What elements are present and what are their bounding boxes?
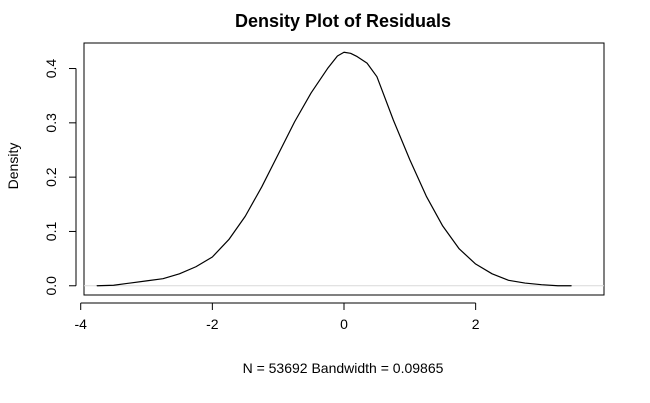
y-tick-label: 0.2 (43, 167, 59, 187)
y-tick-label: 0.1 (43, 222, 59, 242)
x-axis: -4 -2 0 2 (74, 302, 480, 332)
x-tick-label: 0 (340, 316, 348, 332)
chart-title: Density Plot of Residuals (235, 11, 451, 31)
x-axis-label: N = 53692 Bandwidth = 0.09865 (243, 360, 444, 376)
series-layer (96, 51, 572, 287)
density-curve (96, 51, 572, 287)
y-axis: 0.0 0.1 0.2 0.3 0.4 (43, 59, 77, 296)
y-tick-label: 0.0 (43, 276, 59, 296)
y-tick-label: 0.3 (43, 113, 59, 133)
y-axis-label: Density (5, 143, 21, 190)
x-tick-label: -2 (206, 316, 219, 332)
x-tick-label: 2 (472, 316, 480, 332)
y-tick-label: 0.4 (43, 59, 59, 79)
x-tick-label: -4 (74, 316, 87, 332)
plot-frame (83, 42, 605, 296)
